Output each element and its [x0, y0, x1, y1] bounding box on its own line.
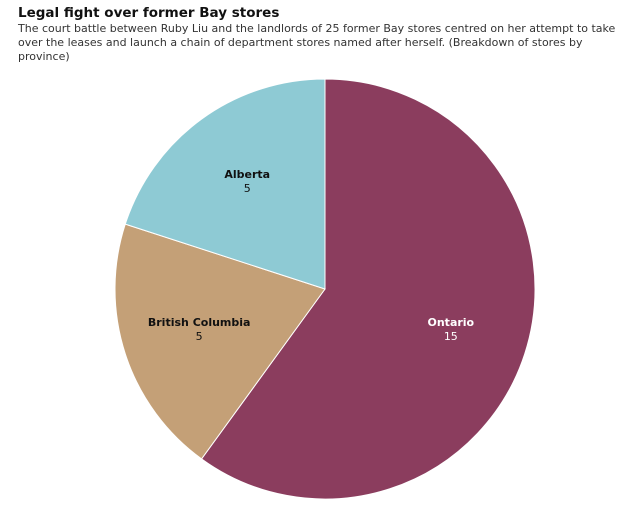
pie-slice [200, 78, 536, 500]
slice-value: 15 [444, 330, 458, 343]
header: Legal fight over former Bay stores The c… [18, 4, 618, 64]
slice-label: Alberta [224, 168, 270, 181]
slice-value: 5 [244, 182, 251, 195]
slice-value: 5 [196, 330, 203, 343]
chart-title: Legal fight over former Bay stores [18, 5, 280, 21]
chart-subtitle: The court battle between Ruby Liu and th… [18, 22, 616, 63]
pie-slice [124, 78, 326, 290]
slice-label: Ontario [428, 316, 475, 329]
slice-label: British Columbia [148, 316, 251, 329]
pie-slice [114, 223, 326, 460]
